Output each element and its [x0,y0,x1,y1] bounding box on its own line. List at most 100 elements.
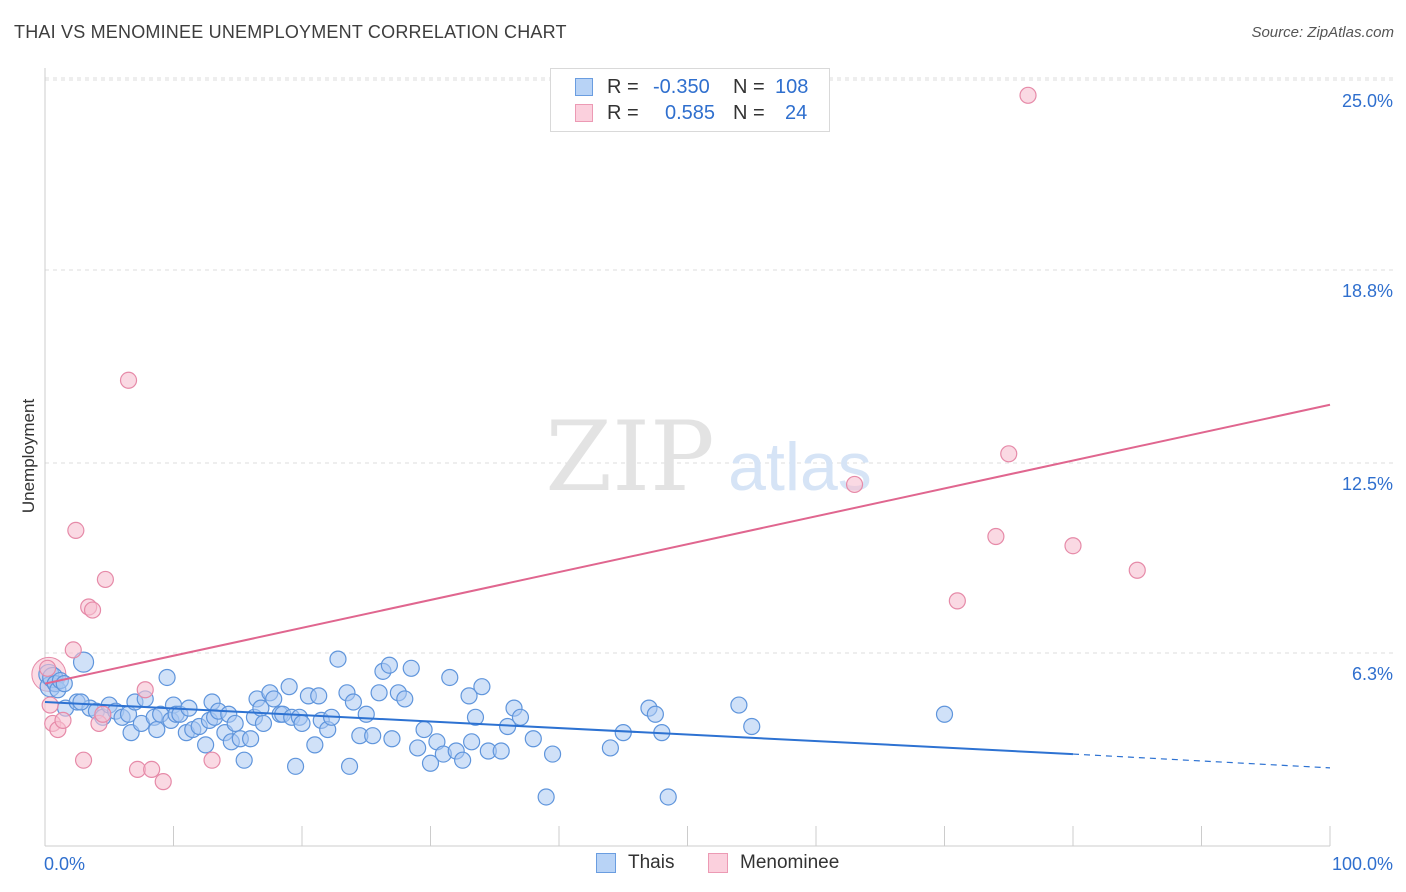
thais-point [511,708,530,726]
thais-point [383,730,401,748]
menominee-point [1064,537,1082,555]
legend-r-label-thais: R = [607,75,639,98]
bottom-swatch-menominee [708,853,728,873]
thais-point [235,751,253,769]
trend-lines [44,403,1331,769]
menominee-point [94,705,112,723]
thais-point [460,687,478,705]
thais-point [659,788,677,806]
thais-point [226,714,244,733]
thais-point [340,757,359,775]
thais-point [543,745,562,763]
thais-point [466,708,485,726]
thais-point [454,751,472,769]
legend-row-menominee: R = 0.585 N = 24 [575,101,807,125]
thais-point [72,651,95,673]
menominee-point [203,751,221,769]
menominee-point [64,641,82,659]
thais-point [370,684,388,702]
thais-point [364,727,382,745]
thais-point [421,754,440,772]
thais-point [254,714,273,733]
menominee-trend-line [44,403,1331,685]
thais-point [396,690,414,708]
bottom-legend-thais: Thais [596,852,674,874]
thais-point [310,687,328,705]
thais-point [265,690,283,708]
x-tick-label: 100.0% [1332,854,1393,874]
menominee-point [74,751,93,769]
y-tick-label: 12.5% [1342,474,1393,494]
menominee-point [83,601,102,619]
thais-point [614,724,632,742]
thais-trend-line [44,700,1074,756]
legend-r-value-thais: -0.350 [653,75,710,98]
watermark-atlas: atlas [728,429,872,505]
menominee-point [96,570,114,589]
menominee-point [143,760,161,779]
thais-point [148,720,166,739]
bottom-legend-menominee: Menominee [708,852,839,874]
correlation-legend: R = -0.350 N = 108 R = 0.585 N = 24 [550,68,830,132]
thais-point [463,733,481,751]
thais-point [293,714,311,733]
grid-lines [45,77,1393,654]
legend-swatch-thais [575,78,593,96]
legend-row-thais: R = -0.350 N = 108 [575,75,808,99]
thais-point [286,757,305,775]
thais-point [357,705,375,723]
thais-point [306,736,324,754]
thais-point [197,736,215,754]
bottom-swatch-thais [596,853,616,873]
thais-point [380,656,398,674]
thais-point [402,659,420,677]
thais-point [415,720,433,739]
axes [44,68,1331,847]
y-axis-title: Unemployment [19,399,38,514]
legend-swatch-menominee [575,104,593,122]
watermark: ZIP atlas [545,401,871,513]
thais-point [730,696,748,714]
legend-n-label-menominee: N = [733,101,765,124]
thais-point [537,788,555,806]
thais-point [441,668,459,687]
menominee-point [948,592,966,610]
bottom-legend-label-thais: Thais [628,852,675,873]
thais-trend-extension [1072,753,1331,769]
menominee-point [136,681,154,699]
menominee-point [1019,86,1037,104]
thais-point [601,739,620,757]
chart-title: THAI VS MENOMINEE UNEMPLOYMENT CORRELATI… [14,22,567,42]
menominee-point [1000,445,1018,463]
legend-r-label-menominee: R = [607,101,639,124]
tick-labels: 6.3% 12.5% 18.8% 25.0% 0.0% 100.0% Unemploymen… [19,91,1393,874]
menominee-point [119,371,138,389]
x-tick-label: 0.0% [44,854,85,874]
thais-point [344,693,362,711]
source-label: Source: ZipAtlas.com [1251,24,1394,41]
thais-point [935,705,954,723]
menominee-point [67,521,85,540]
legend-n-value-thais: 108 [775,75,809,98]
menominee-point [41,696,59,714]
menominee-point [154,773,172,791]
thais-point [524,730,542,748]
menominee-point [54,711,72,729]
y-tick-label: 6.3% [1352,664,1393,684]
thais-point [646,705,664,723]
data-points [31,86,1146,806]
legend-r-value-menominee: 0.585 [665,101,716,124]
y-tick-label: 18.8% [1342,281,1393,301]
bottom-legend-label-menominee: Menominee [740,852,840,873]
menominee-point [987,527,1005,546]
menominee-point [1128,561,1146,579]
menominee-point [845,475,864,494]
watermark-zip: ZIP [545,401,714,513]
thais-point [743,717,761,736]
thais-point [280,678,298,696]
thais-point [72,693,90,711]
y-tick-label: 25.0% [1342,91,1393,111]
thais-point [158,668,176,687]
thais-point [409,739,427,757]
